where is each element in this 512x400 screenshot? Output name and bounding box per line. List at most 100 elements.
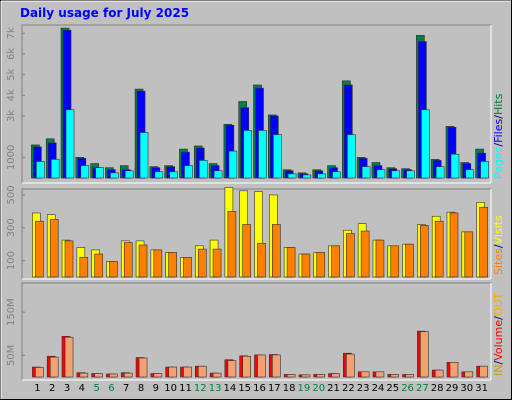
chart-title: Daily usage for July 2025 (20, 6, 189, 20)
y-tick-label: 7k (6, 27, 17, 39)
bar (154, 171, 164, 179)
bar (406, 170, 415, 179)
bar (36, 161, 45, 179)
y-tick-label: 50M (6, 345, 17, 366)
bar (301, 253, 311, 278)
x-tick-label: 4 (79, 383, 85, 394)
bar (49, 219, 59, 278)
x-tick-label: 9 (153, 383, 159, 394)
bar (212, 372, 222, 378)
bar (168, 252, 177, 278)
bar (376, 169, 386, 179)
x-tick-label: 29 (446, 383, 459, 394)
bar (434, 369, 444, 378)
legend-entry: Volume (492, 320, 505, 361)
legend: IN/Volume/OUT (492, 292, 505, 376)
bar (258, 130, 267, 179)
x-tick-label: 24 (372, 383, 385, 394)
bar (94, 253, 103, 278)
bar (65, 109, 75, 179)
bar (390, 374, 400, 378)
bar (479, 365, 488, 378)
bar (347, 134, 356, 179)
bar (465, 169, 475, 179)
x-tick-label: 19 (298, 383, 311, 394)
x-tick-label: 12 (194, 383, 207, 394)
bar (124, 170, 134, 179)
legend-entry: IN (492, 365, 505, 376)
bar (405, 243, 414, 278)
bar (123, 242, 133, 278)
bar (464, 371, 474, 378)
bar (375, 239, 385, 278)
x-tick-label: 13 (209, 383, 222, 394)
bar (242, 224, 251, 278)
x-tick-label: 8 (138, 383, 144, 394)
bar (332, 171, 341, 179)
bar (153, 249, 163, 278)
x-tick-label: 1 (34, 383, 40, 394)
y-tick-label: 4k (6, 89, 17, 101)
bar (64, 336, 74, 378)
bar (420, 224, 429, 278)
bar (479, 206, 488, 278)
bar (49, 356, 59, 378)
x-tick-label: 17 (268, 383, 281, 394)
x-tick-label: 10 (164, 383, 177, 394)
bar (449, 212, 459, 278)
bar (449, 361, 459, 378)
bar (316, 374, 326, 378)
bar (197, 365, 207, 378)
bar (464, 231, 474, 278)
x-tick-label: 16 (253, 383, 266, 394)
bar (213, 170, 223, 179)
x-tick-label: 27 (416, 383, 429, 394)
x-tick-label: 22 (342, 383, 355, 394)
y-tick-label: 6k (6, 48, 17, 60)
x-tick-label: 23 (357, 383, 370, 394)
x-tick-label: 26 (401, 383, 414, 394)
legend-entry: Pages (492, 146, 505, 179)
bar (361, 166, 371, 179)
bar (317, 173, 327, 179)
x-tick-label: 28 (431, 383, 444, 394)
bar (168, 366, 177, 378)
y-tick-label: 100 (6, 251, 17, 270)
bar (287, 173, 297, 179)
bar (227, 211, 237, 278)
bar (79, 372, 89, 378)
bar (94, 373, 103, 378)
bar (242, 355, 251, 378)
bar (138, 244, 148, 278)
legend-separator: / (492, 143, 505, 147)
x-tick-label: 11 (179, 383, 192, 394)
bar (79, 257, 89, 278)
x-tick-label: 5 (93, 383, 99, 394)
legend-separator: / (492, 115, 505, 119)
bar (212, 248, 222, 278)
y-tick-label: 300 (6, 218, 17, 237)
bar (316, 252, 326, 278)
bar (257, 243, 266, 278)
bar (272, 224, 281, 278)
bar (301, 374, 311, 378)
x-tick-label: 6 (108, 383, 114, 394)
x-tick-label: 2 (49, 383, 55, 394)
bar (50, 159, 60, 179)
legend-entry: Visits (492, 215, 505, 244)
bar (228, 150, 238, 179)
legend-entry: Files (492, 118, 505, 142)
legend: Pages/Files/Hits (492, 93, 505, 179)
bar (243, 130, 252, 179)
y-tick-label: 150M (6, 298, 17, 326)
legend-entry: Hits (492, 93, 505, 115)
bar (184, 165, 193, 179)
y-tick-label: 500 (6, 185, 17, 204)
bar (435, 166, 445, 179)
legend-entry: OUT (492, 292, 505, 316)
bar (197, 248, 207, 278)
x-tick-label: 20 (312, 383, 325, 394)
x-tick-label: 7 (123, 383, 129, 394)
bar (95, 167, 104, 179)
